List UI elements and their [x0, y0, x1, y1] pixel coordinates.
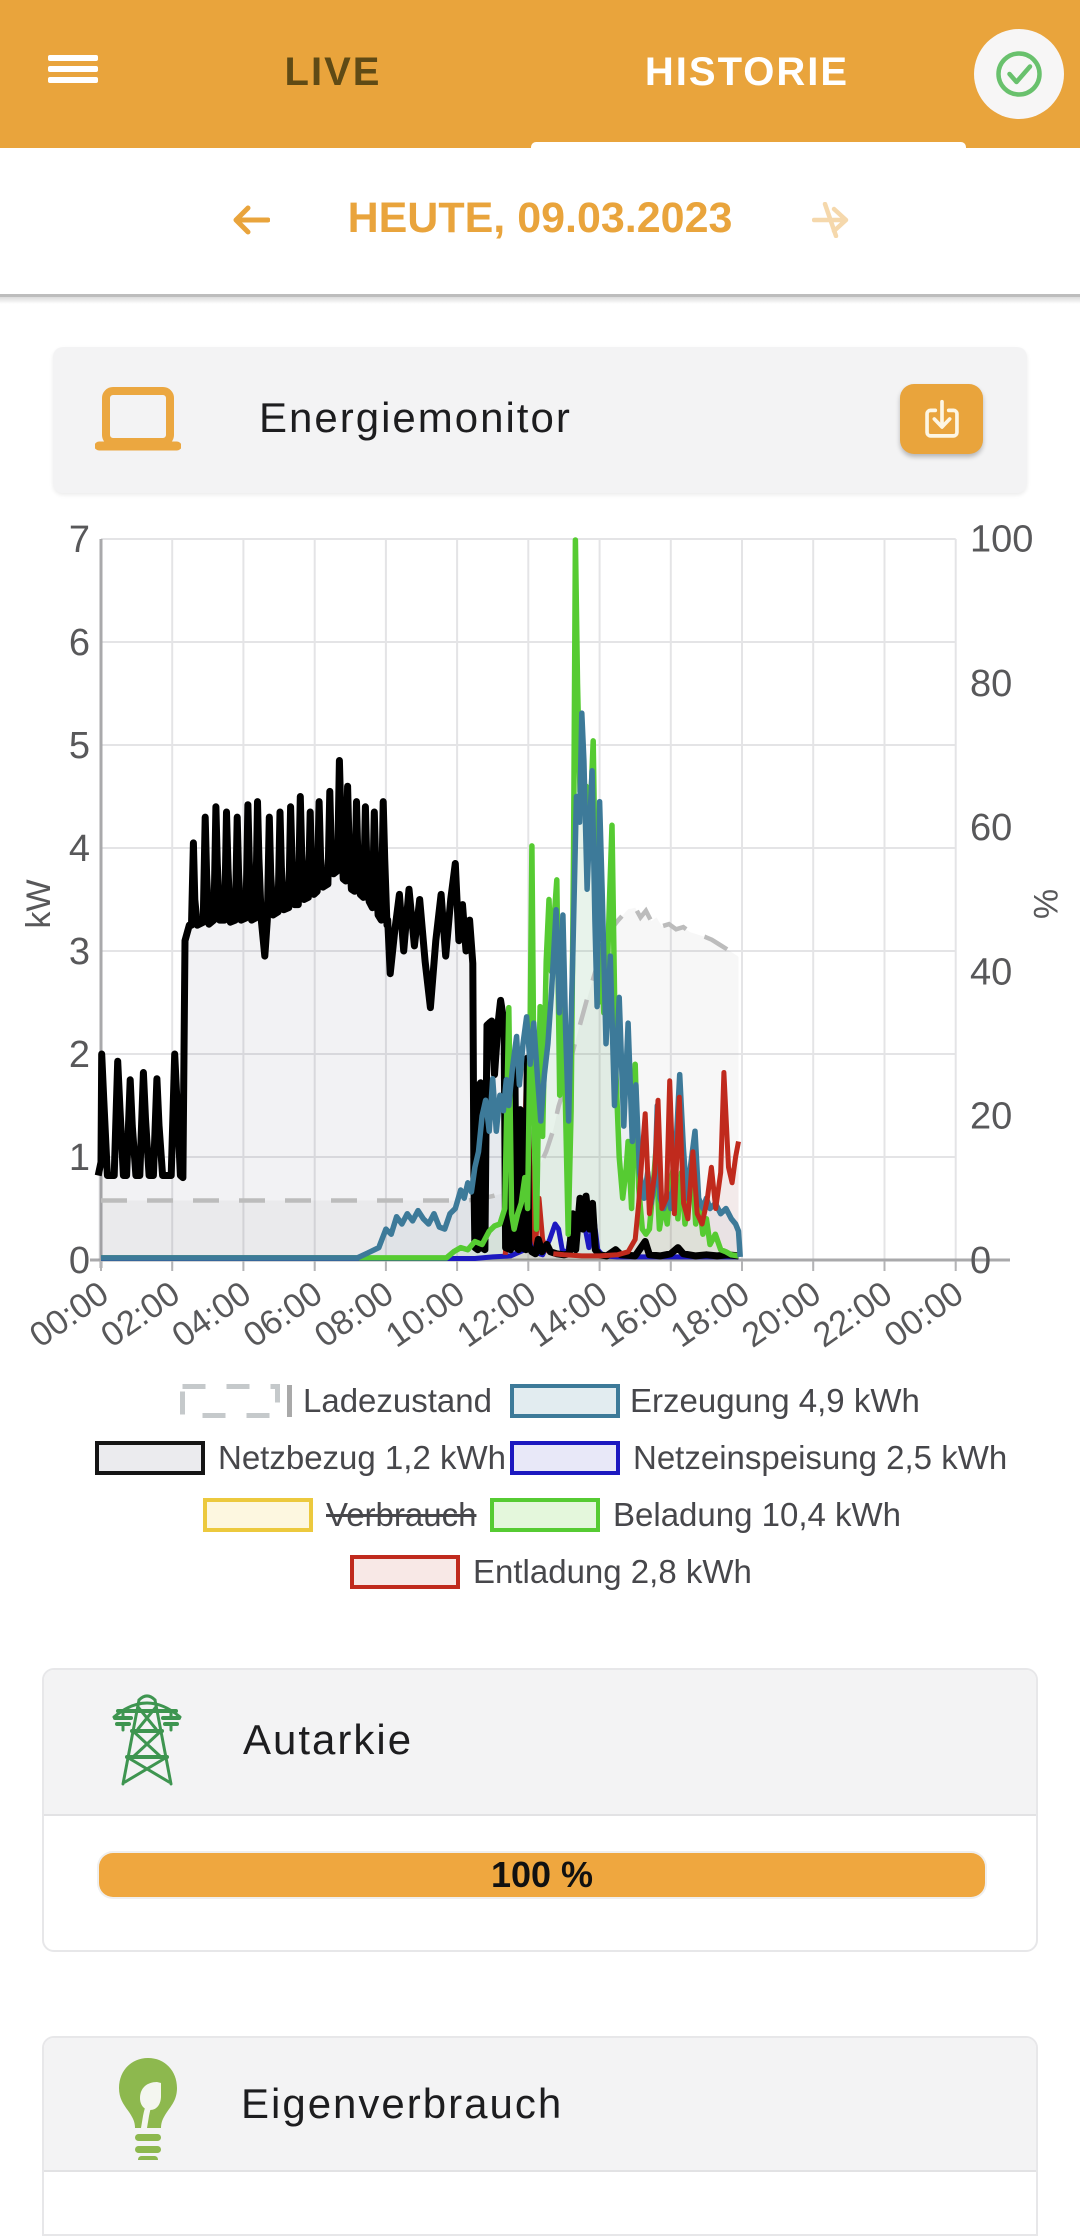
- svg-text:7: 7: [69, 519, 90, 561]
- svg-text:00:00: 00:00: [23, 1274, 116, 1355]
- svg-text:00:00: 00:00: [878, 1274, 971, 1355]
- svg-text:02:00: 02:00: [94, 1274, 187, 1355]
- svg-text:0: 0: [69, 1240, 90, 1282]
- svg-text:14:00: 14:00: [522, 1274, 615, 1355]
- svg-text:4: 4: [69, 828, 90, 870]
- svg-text:%: %: [1026, 889, 1064, 919]
- svg-text:06:00: 06:00: [237, 1274, 330, 1355]
- svg-text:20: 20: [970, 1096, 1012, 1138]
- svg-text:3: 3: [69, 931, 90, 973]
- svg-text:6: 6: [69, 622, 90, 664]
- svg-text:22:00: 22:00: [807, 1274, 900, 1355]
- svg-text:10:00: 10:00: [379, 1274, 472, 1355]
- svg-text:18:00: 18:00: [664, 1274, 757, 1355]
- svg-text:1: 1: [69, 1137, 90, 1179]
- svg-text:04:00: 04:00: [165, 1274, 258, 1355]
- svg-text:40: 40: [970, 951, 1012, 993]
- svg-text:kW: kW: [20, 879, 58, 928]
- svg-text:2: 2: [69, 1034, 90, 1076]
- svg-text:100: 100: [970, 519, 1033, 561]
- svg-text:12:00: 12:00: [450, 1274, 543, 1355]
- svg-text:08:00: 08:00: [308, 1274, 401, 1355]
- svg-text:0: 0: [970, 1240, 991, 1282]
- svg-text:20:00: 20:00: [735, 1274, 828, 1355]
- svg-text:60: 60: [970, 807, 1012, 849]
- svg-text:16:00: 16:00: [593, 1274, 686, 1355]
- svg-text:80: 80: [970, 663, 1012, 705]
- svg-text:5: 5: [69, 725, 90, 767]
